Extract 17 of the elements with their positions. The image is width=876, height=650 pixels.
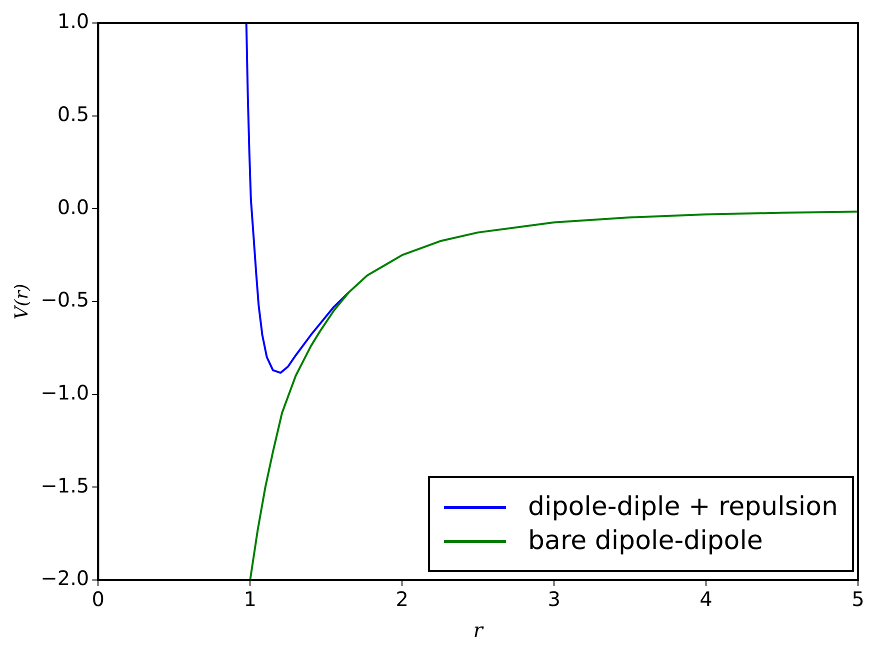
y-tick-label: −2.0: [40, 566, 90, 590]
y-tick-label: −0.5: [40, 288, 90, 312]
x-tick-label: 5: [852, 587, 864, 612]
x-tick-label: 0: [92, 587, 105, 612]
y-tick-label: 1.0: [57, 9, 90, 34]
y-tick-label: −1.5: [40, 473, 90, 498]
x-tick-label: 3: [548, 587, 560, 612]
y-tick-label: −1.0: [40, 380, 90, 405]
legend-label: dipole-diple + repulsion: [528, 492, 838, 522]
x-tick-label: 4: [700, 587, 712, 612]
legend-label: bare dipole-dipole: [528, 526, 763, 556]
y-axis-title: V(r): [11, 284, 32, 320]
y-tick-label: 0.5: [57, 102, 90, 126]
x-tick-label: 2: [396, 587, 408, 612]
y-tick-label: 0.0: [57, 194, 90, 219]
x-axis-title: r: [473, 618, 484, 642]
x-tick-label: 1: [244, 587, 256, 612]
